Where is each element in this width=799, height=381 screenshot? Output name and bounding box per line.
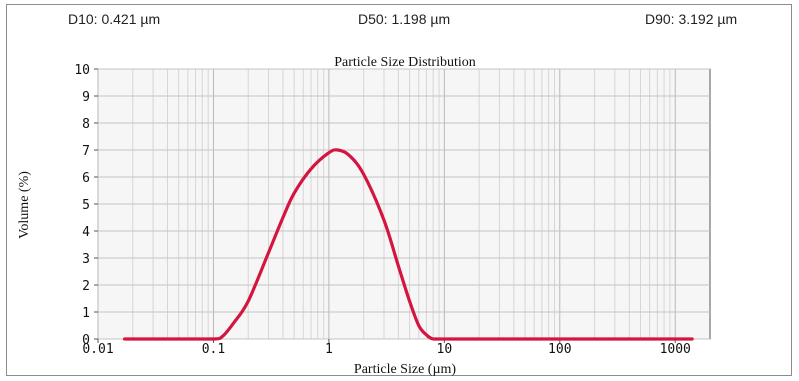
series-group xyxy=(123,148,694,341)
y-tick-label: 8 xyxy=(82,117,90,132)
x-tick-label: 100 xyxy=(548,342,571,357)
x-tick-label: 10 xyxy=(437,342,453,357)
d90-value: D90: 3.192 µm xyxy=(645,11,738,27)
y-axis-ticks: 0 1 2 3 4 5 6 7 8 9 10 xyxy=(74,63,98,348)
y-tick-label: 9 xyxy=(82,90,90,105)
d10-value: D10: 0.421 µm xyxy=(68,11,161,27)
y-tick-label: 4 xyxy=(82,225,90,240)
x-tick-label: 1 xyxy=(325,342,333,357)
x-axis-label: Particle Size (µm) xyxy=(354,362,456,377)
y-tick-label: 3 xyxy=(82,252,90,267)
y-tick-label: 0 xyxy=(82,333,90,348)
x-tick-label: 0.1 xyxy=(202,342,225,357)
y-tick-label: 1 xyxy=(82,306,90,321)
d50-value: D50: 1.198 µm xyxy=(358,11,451,27)
x-tick-label: 1000 xyxy=(660,342,691,357)
x-axis-ticks: 0.01 0.1 1 10 100 1000 xyxy=(82,339,691,357)
grid-minor xyxy=(132,69,671,339)
chart-title: Particle Size Distribution xyxy=(334,55,476,70)
y-tick-label: 10 xyxy=(74,63,90,78)
y-axis-label: Volume (%) xyxy=(17,171,32,239)
y-tick-label: 2 xyxy=(82,279,90,294)
x-tick-label: 0.01 xyxy=(82,342,113,357)
y-tick-label: 5 xyxy=(82,198,90,213)
y-tick-label: 6 xyxy=(82,171,90,186)
series-line xyxy=(123,148,694,341)
y-tick-label: 7 xyxy=(82,144,90,159)
